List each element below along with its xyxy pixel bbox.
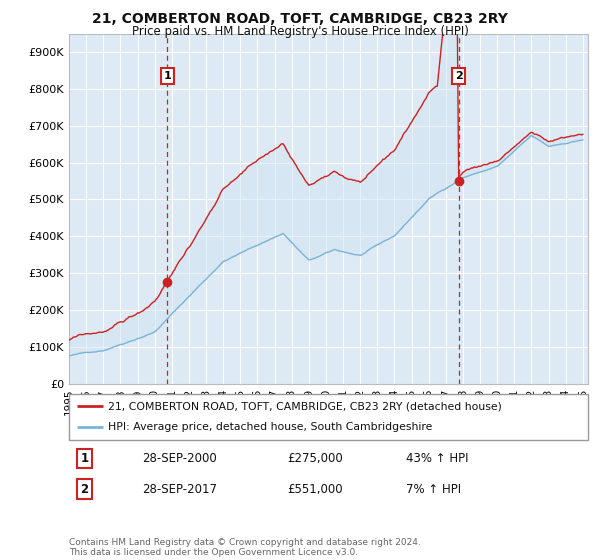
Text: 7% ↑ HPI: 7% ↑ HPI	[406, 483, 461, 496]
Text: Contains HM Land Registry data © Crown copyright and database right 2024.
This d: Contains HM Land Registry data © Crown c…	[69, 538, 421, 557]
Text: Price paid vs. HM Land Registry's House Price Index (HPI): Price paid vs. HM Land Registry's House …	[131, 25, 469, 38]
Text: 2: 2	[455, 71, 463, 81]
Text: 21, COMBERTON ROAD, TOFT, CAMBRIDGE, CB23 2RY: 21, COMBERTON ROAD, TOFT, CAMBRIDGE, CB2…	[92, 12, 508, 26]
FancyBboxPatch shape	[69, 394, 588, 440]
Text: 1: 1	[164, 71, 172, 81]
Text: £551,000: £551,000	[287, 483, 343, 496]
Text: 43% ↑ HPI: 43% ↑ HPI	[406, 452, 469, 465]
Text: 28-SEP-2017: 28-SEP-2017	[142, 483, 217, 496]
Text: 2: 2	[80, 483, 89, 496]
Text: HPI: Average price, detached house, South Cambridgeshire: HPI: Average price, detached house, Sout…	[108, 422, 432, 432]
Text: £275,000: £275,000	[287, 452, 343, 465]
Text: 21, COMBERTON ROAD, TOFT, CAMBRIDGE, CB23 2RY (detached house): 21, COMBERTON ROAD, TOFT, CAMBRIDGE, CB2…	[108, 401, 502, 411]
Text: 28-SEP-2000: 28-SEP-2000	[142, 452, 217, 465]
Text: 1: 1	[80, 452, 89, 465]
